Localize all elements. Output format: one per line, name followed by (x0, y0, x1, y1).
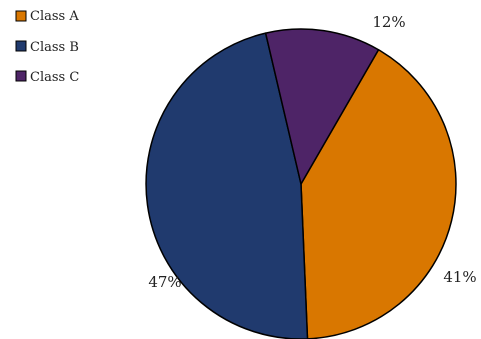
legend: Class A Class B Class C (15, 9, 79, 85)
pie-slice-class-a (300, 49, 457, 339)
pie-labels: 41% 47% 12% (148, 13, 476, 291)
legend-item-class-a: Class A (15, 9, 79, 24)
pie-slice-class-b (145, 32, 309, 339)
legend-item-class-c: Class C (15, 70, 79, 85)
pie-label-class-c: 12% (372, 13, 405, 31)
legend-swatch-class-a (15, 10, 27, 22)
legend-label-class-a: Class A (30, 9, 79, 24)
legend-item-class-b: Class B (15, 40, 79, 55)
pie-label-class-a: 41% (443, 268, 476, 286)
legend-swatch-class-c (15, 70, 27, 82)
legend-swatch-class-b (15, 40, 27, 52)
legend-label-class-c: Class C (30, 70, 79, 85)
pie-label-class-b: 47% (148, 273, 181, 291)
legend-label-class-b: Class B (30, 40, 79, 55)
pie-slice-class-c (264, 28, 380, 185)
pie-slices (145, 28, 457, 339)
